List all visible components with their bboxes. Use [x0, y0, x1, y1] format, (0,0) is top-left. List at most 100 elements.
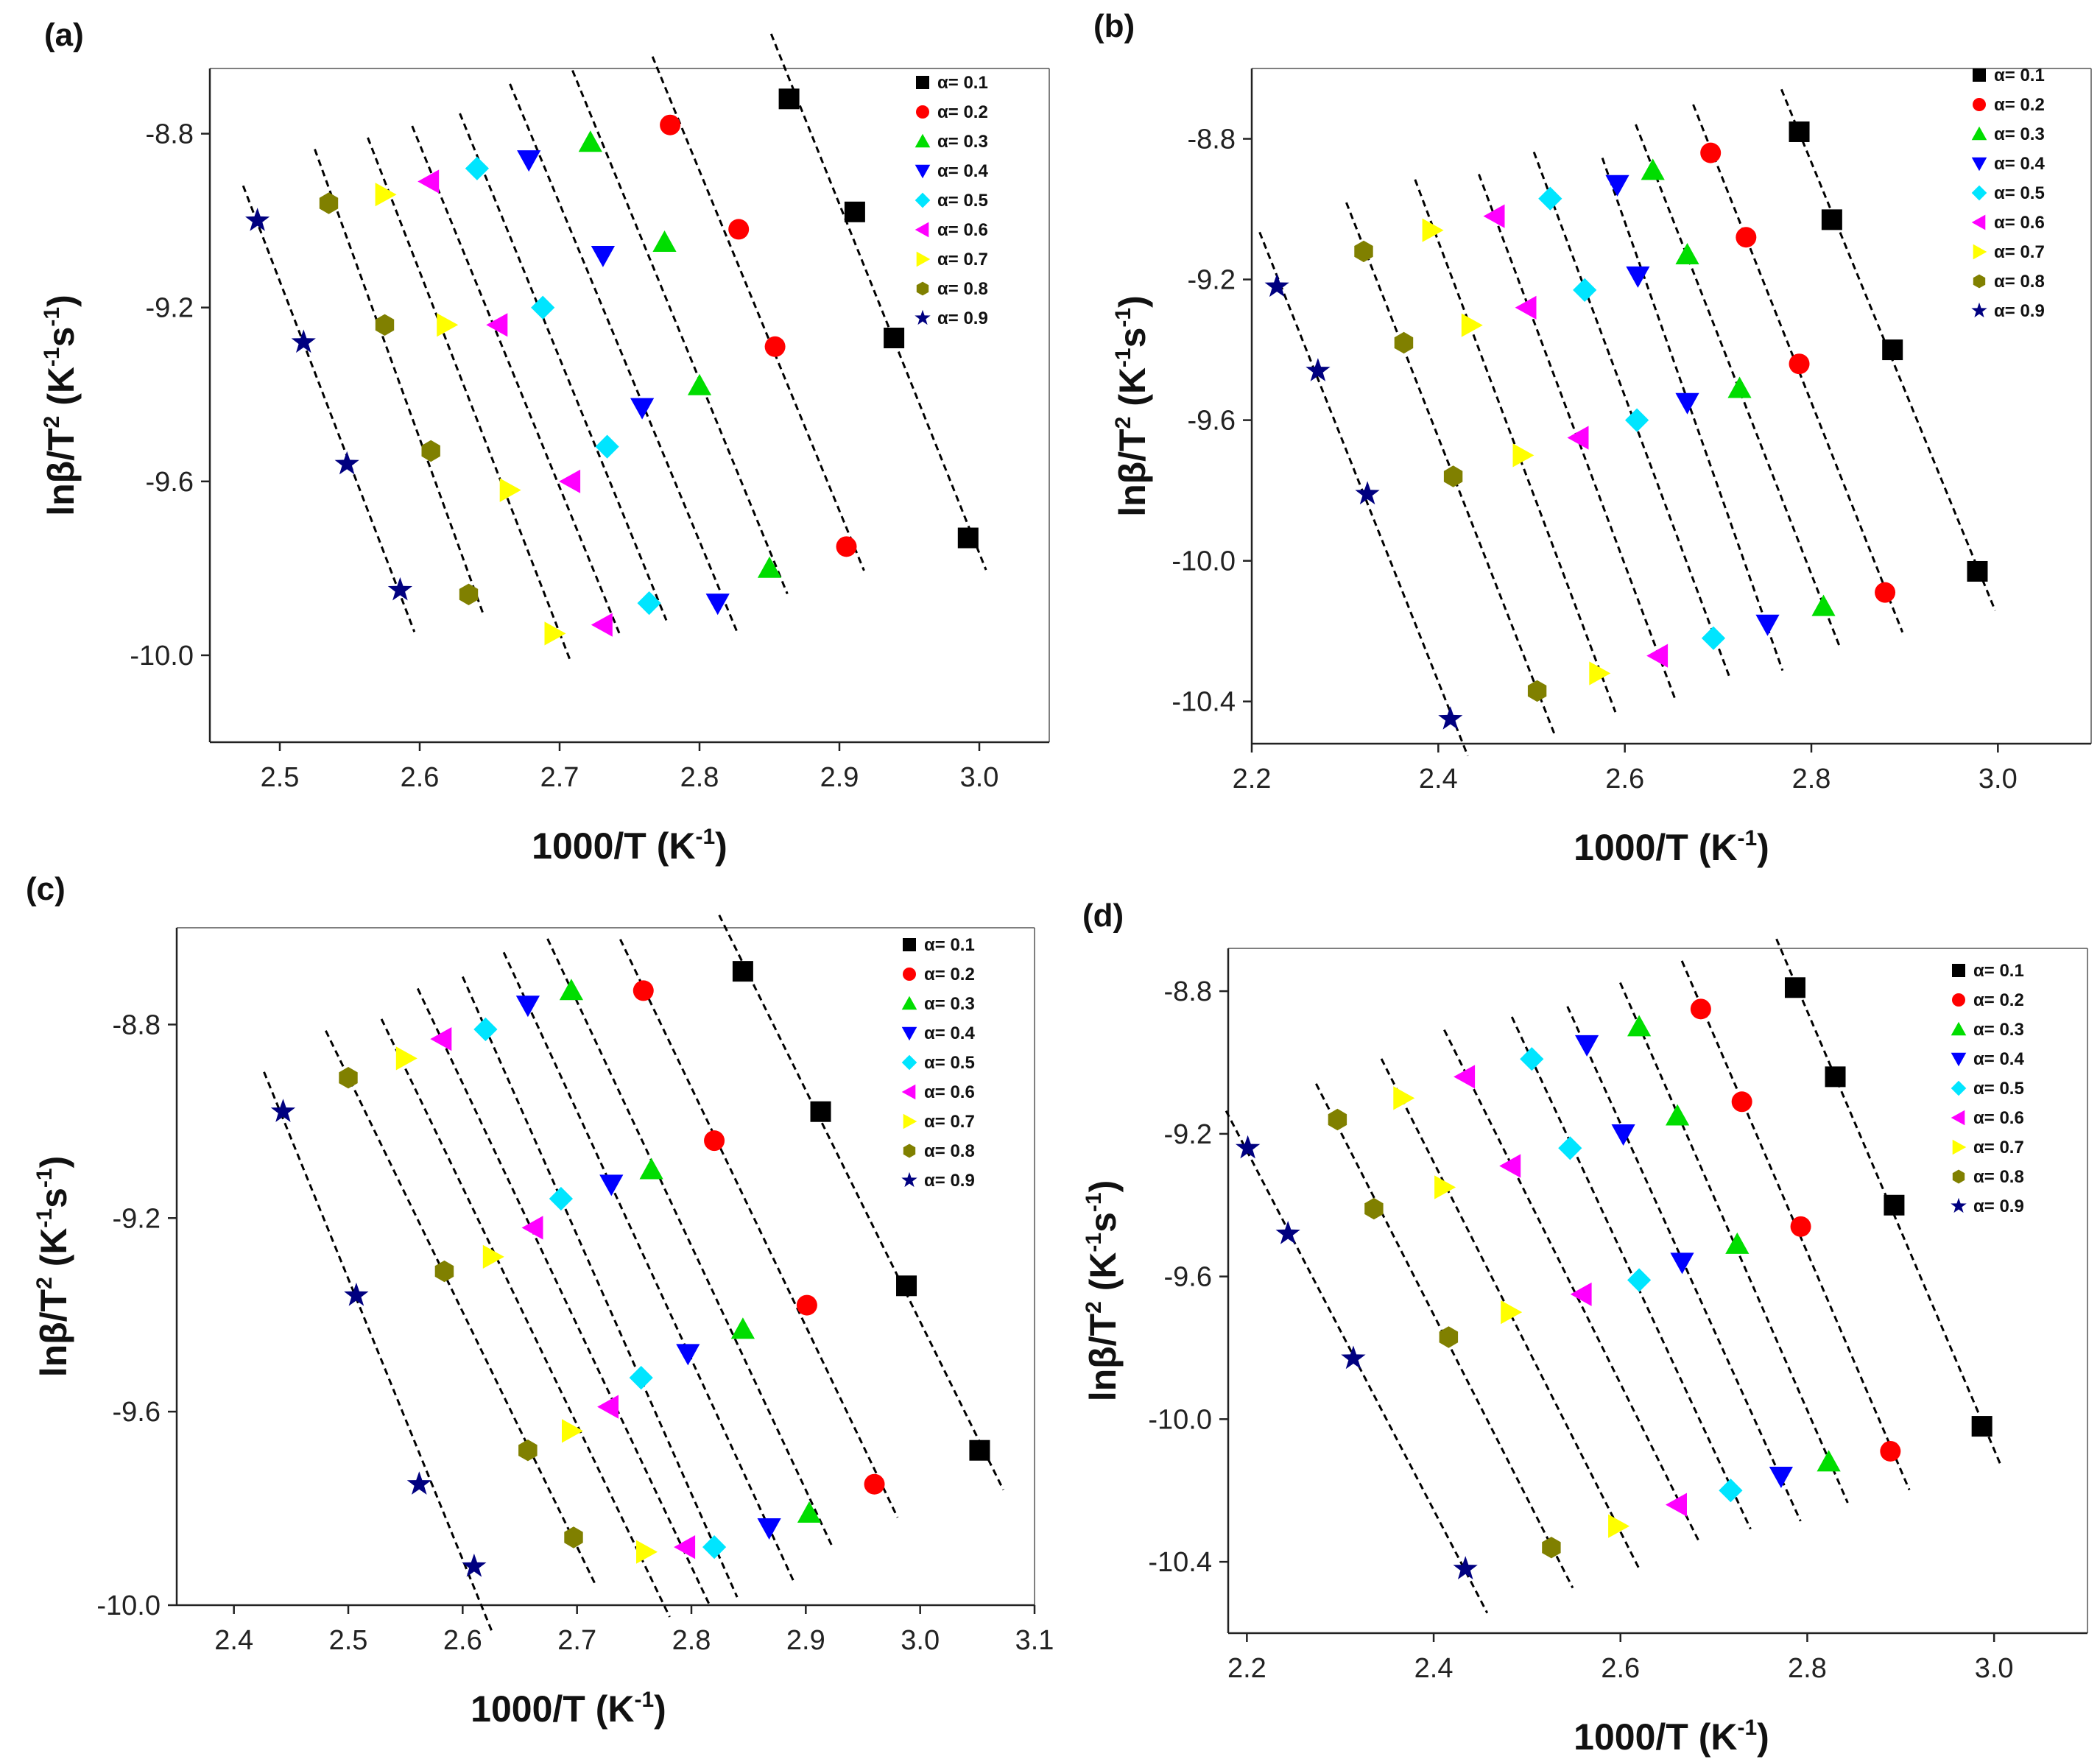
legend-label: α= 0.6 [937, 220, 988, 240]
legend-marker [903, 1113, 917, 1130]
panel-b: (b) 2.2 2.4 2.6 2.8 3.0 -8.8 -9.2 -9.6 -10.0 -10.4… [1093, 8, 2092, 868]
data-point [730, 1317, 755, 1339]
panel-d: (d) 2.2 2.4 2.6 2.8 3.0 -8.8 -9.2 -9.6 -10.0 -10.4… [1082, 898, 2088, 1758]
fit-line [263, 1071, 495, 1635]
x-tick-label: 2.5 [329, 1625, 368, 1656]
panel-letter: (b) [1093, 8, 1135, 44]
data-point [969, 1439, 990, 1461]
data-point [1626, 266, 1650, 288]
data-point [757, 1518, 781, 1540]
series-9 [1225, 1110, 1489, 1614]
data-point [595, 434, 619, 459]
data-point [406, 1471, 431, 1495]
series-1 [718, 915, 1004, 1491]
data-point [1341, 1345, 1366, 1370]
series-2 [619, 939, 899, 1518]
data-point [957, 527, 979, 549]
legend-marker [916, 251, 931, 267]
legend-marker [903, 938, 916, 951]
legend-marker [1951, 1110, 1965, 1126]
data-point [1439, 1326, 1459, 1348]
fit-line [1775, 938, 2002, 1465]
data-point [1364, 1197, 1384, 1220]
legend-label: α= 0.2 [1994, 95, 2045, 115]
data-point [1236, 1135, 1261, 1159]
series-7 [1414, 179, 1617, 713]
fit-line [1619, 982, 1849, 1504]
series-8 [1315, 1083, 1574, 1589]
data-point [1784, 977, 1805, 998]
data-point [1542, 1537, 1561, 1559]
data-point [1625, 408, 1649, 432]
data-point [687, 373, 712, 395]
data-point [597, 1395, 619, 1419]
legend-marker [1971, 185, 1987, 201]
legend-label: α= 0.9 [1994, 301, 2045, 321]
data-point [1394, 331, 1414, 354]
data-point [1499, 1154, 1521, 1178]
data-point [521, 1216, 543, 1240]
data-point [1434, 1175, 1456, 1199]
data-point [578, 130, 602, 152]
data-point [884, 328, 905, 348]
data-point [1627, 1268, 1652, 1292]
fit-line [1414, 179, 1617, 713]
data-point [430, 1027, 452, 1051]
series-9 [1258, 231, 1469, 757]
data-point [1971, 1416, 1992, 1437]
data-point [591, 613, 613, 637]
legend-label: α= 0.2 [1973, 990, 2024, 1010]
legend-label: α= 0.8 [937, 279, 988, 299]
legend-marker [915, 192, 931, 208]
data-point [1393, 1086, 1415, 1110]
data-point [796, 1294, 817, 1316]
data-point [564, 1526, 583, 1548]
series-4 [502, 951, 794, 1582]
fit-line [1345, 202, 1556, 735]
panel-a: (a) 2.5 2.6 2.7 2.8 2.9 3.0 -8.8 -9.2 -9.6 -10.0 10… [40, 17, 1050, 867]
data-point [1573, 278, 1597, 302]
fit-line [416, 987, 711, 1607]
x-axis-title: 1000/T (K-1) [1574, 1716, 1769, 1758]
data-point [544, 621, 566, 646]
data-point [652, 230, 677, 252]
data-point [1701, 626, 1726, 650]
legend-marker [901, 995, 917, 1010]
data-point [633, 980, 654, 1001]
legend-marker [901, 1026, 917, 1041]
series-6 [1443, 1029, 1700, 1542]
data-point [1605, 175, 1629, 197]
data-point [630, 398, 655, 420]
data-point [810, 1101, 831, 1122]
series-7 [367, 137, 572, 663]
fit-line [367, 137, 572, 663]
x-tick-label: 3.0 [960, 762, 999, 793]
legend-marker [915, 309, 931, 325]
data-point [1275, 1221, 1300, 1244]
legend-marker [916, 105, 929, 119]
legend-label: α= 0.7 [1973, 1138, 2024, 1157]
x-axis-title: 1000/T (K-1) [471, 1688, 666, 1730]
x-tick-label: 2.7 [557, 1625, 596, 1656]
x-tick-label: 2.2 [1233, 764, 1272, 794]
legend-label: α= 0.4 [1973, 1049, 2024, 1069]
legend-label: α= 0.1 [924, 935, 975, 955]
data-point [1817, 1450, 1841, 1472]
series-1 [1775, 938, 2002, 1465]
data-point [1646, 644, 1669, 668]
panel-letter: (a) [44, 17, 84, 53]
x-tick-label: 2.6 [401, 762, 440, 793]
fit-line [1225, 1110, 1489, 1614]
series-5 [1532, 151, 1731, 679]
data-point [764, 336, 786, 357]
data-point [732, 961, 753, 982]
series-9 [263, 1071, 495, 1635]
fit-line [651, 56, 865, 571]
series-8 [1345, 202, 1556, 735]
x-tick-label: 2.4 [214, 1625, 253, 1656]
data-point [1454, 1065, 1476, 1089]
data-point [1306, 358, 1331, 381]
data-point [270, 1099, 296, 1122]
y-tick-label: -9.2 [113, 1203, 161, 1234]
data-point [1443, 465, 1463, 487]
